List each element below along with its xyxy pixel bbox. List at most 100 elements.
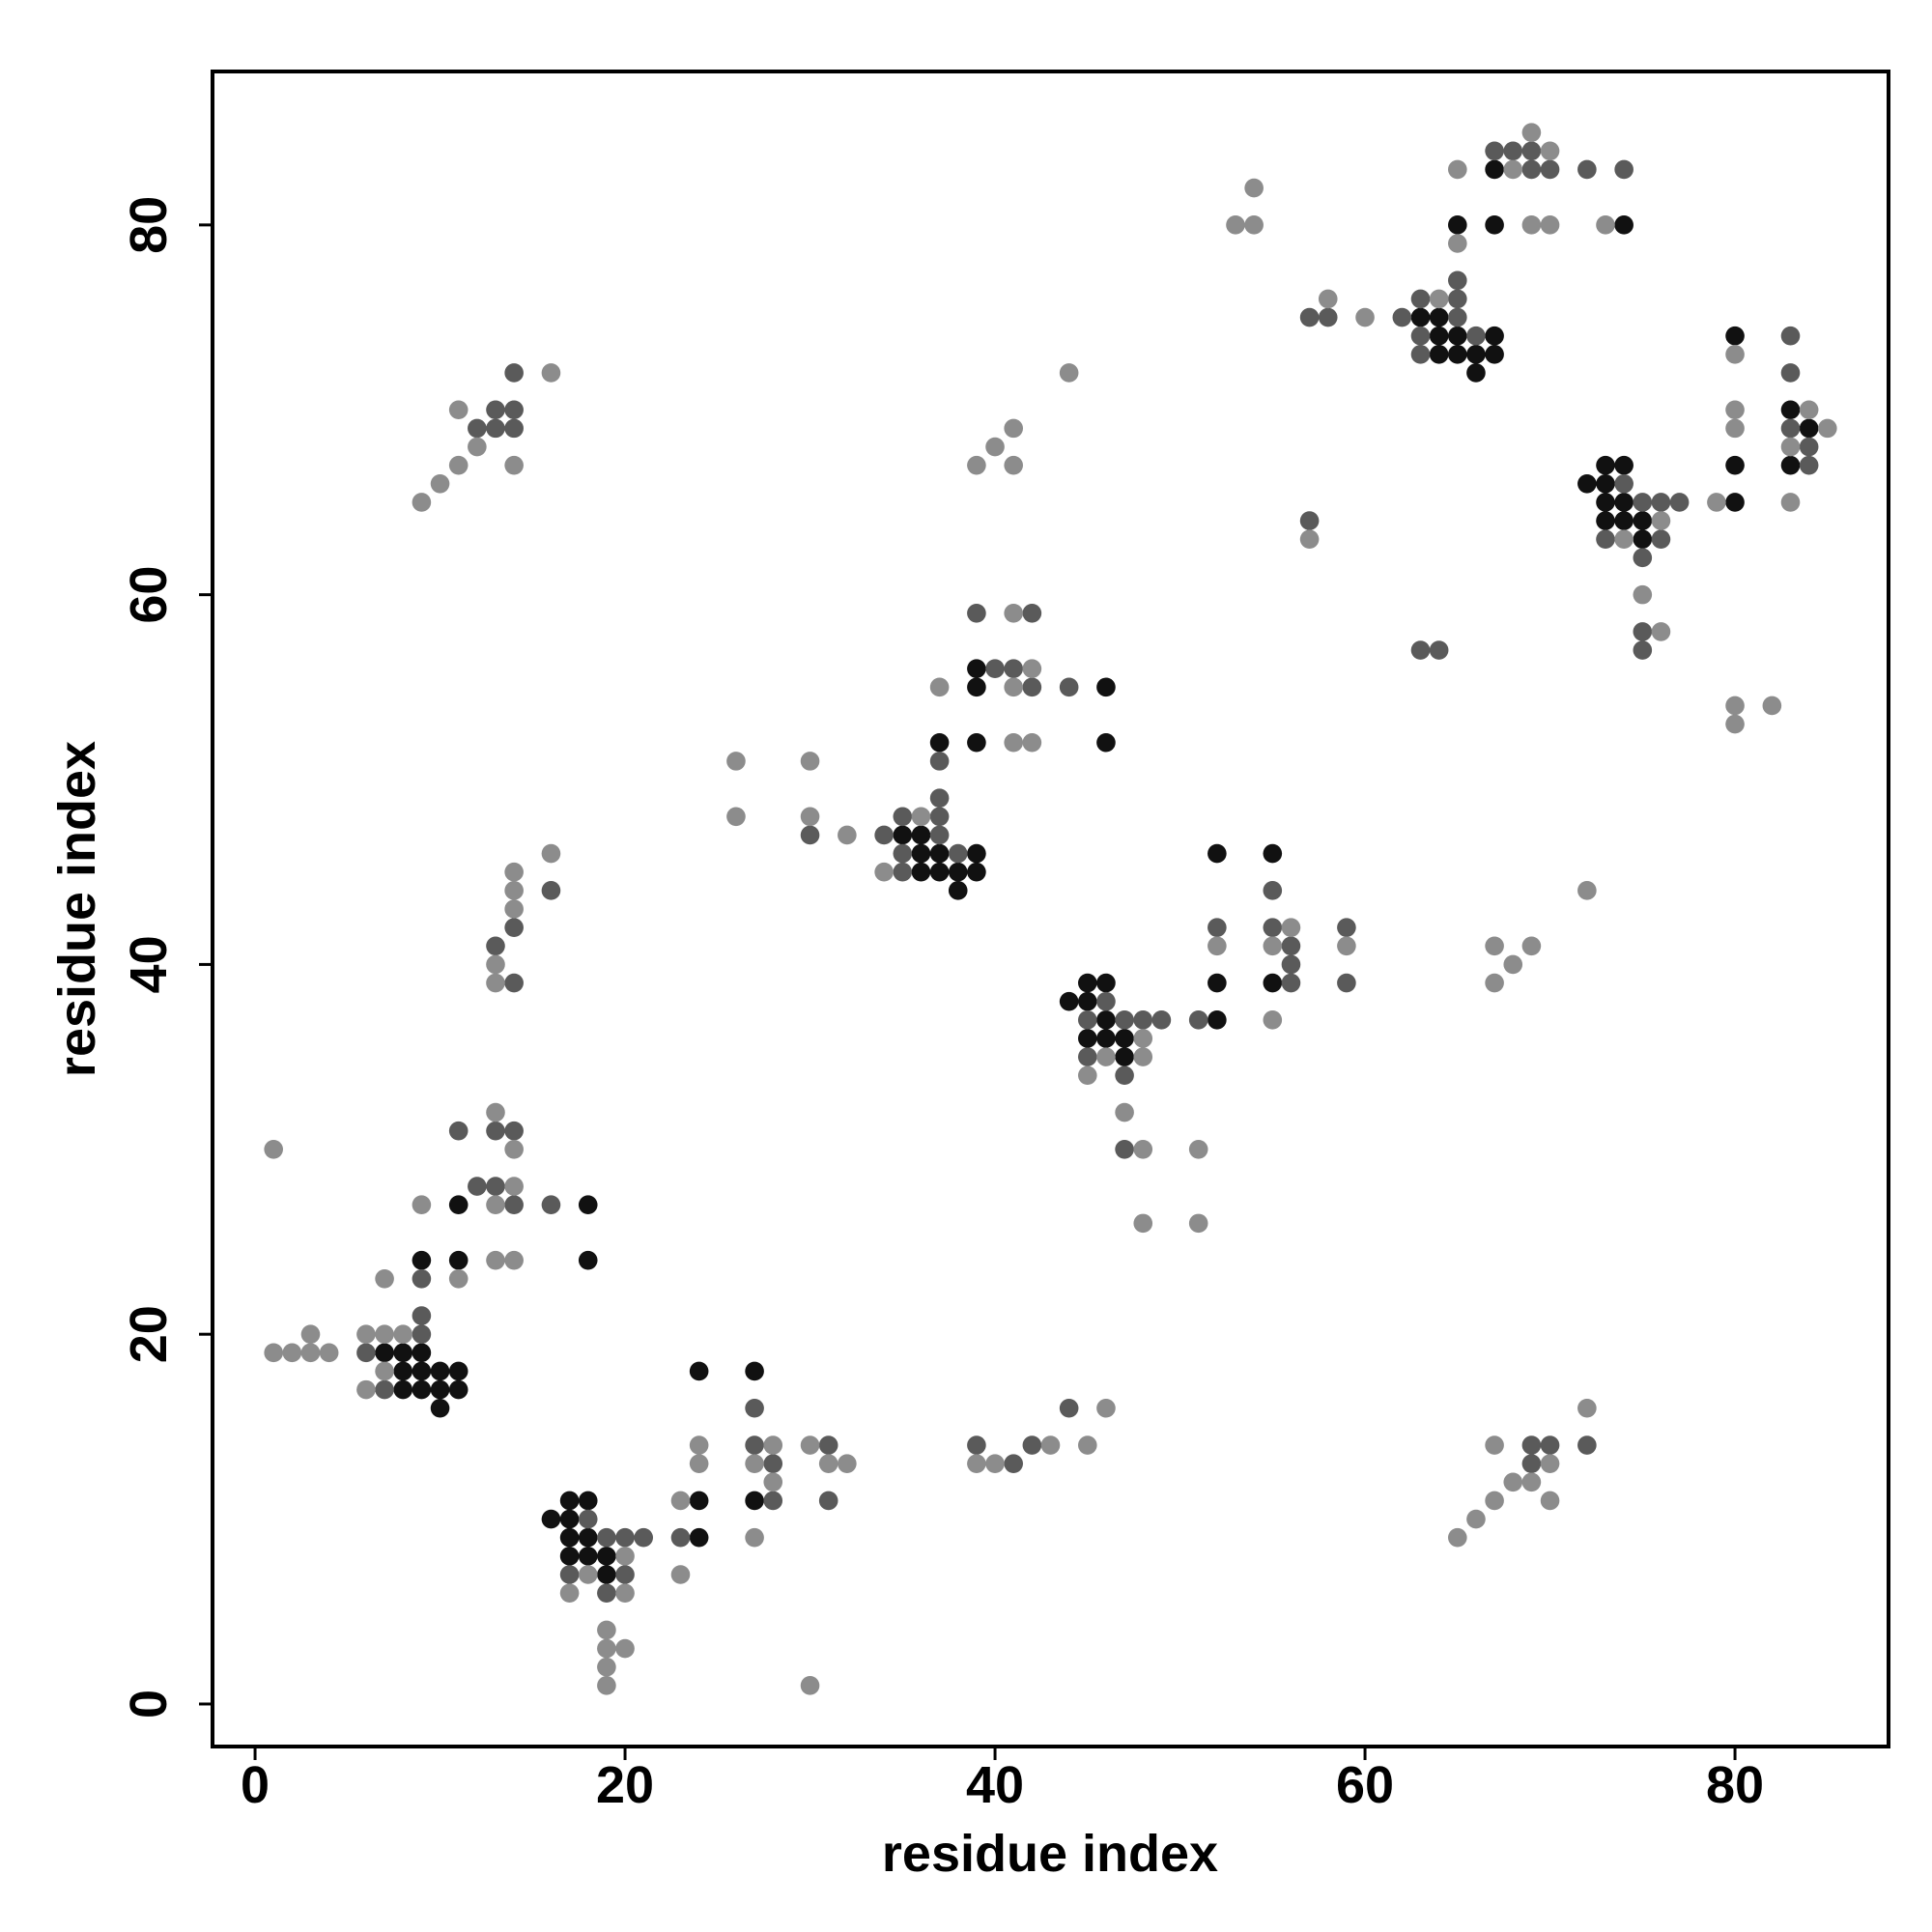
point [412,1195,432,1215]
point [1577,1435,1597,1455]
point [1208,918,1227,937]
point [468,437,487,457]
point [1799,400,1819,420]
point [393,1361,413,1381]
point [1448,270,1467,291]
point [504,400,524,420]
point [578,1565,598,1584]
point [1780,326,1801,346]
point [745,1527,764,1548]
point [689,1435,709,1455]
x-tick-label: 60 [1336,1756,1394,1814]
point [1725,345,1745,364]
point [1577,159,1597,180]
point [689,1361,709,1381]
point [1263,881,1283,900]
point [1614,493,1634,512]
point [1078,1435,1097,1455]
point [504,973,524,993]
point [1022,603,1042,623]
point [1818,418,1837,439]
point [1188,1010,1208,1030]
point [1096,732,1116,753]
point [412,1268,432,1289]
point [393,1379,413,1400]
point [818,1454,838,1473]
point [1651,511,1671,530]
point [1429,289,1449,309]
point [1521,159,1542,180]
point [1133,1213,1153,1234]
point [448,1195,469,1215]
point [1762,696,1782,716]
point [1078,991,1097,1011]
point [1263,936,1283,956]
point [597,1565,616,1584]
point [1059,1398,1079,1418]
point [1281,954,1301,975]
point [559,1509,580,1529]
point [1596,529,1615,550]
point [1188,1140,1208,1159]
point [1004,418,1023,439]
point [1466,326,1486,346]
point [504,1121,524,1141]
point [1614,511,1634,530]
point [504,862,524,882]
point [911,862,931,882]
point [1521,141,1542,161]
point [300,1324,321,1344]
point [412,1379,432,1400]
point [541,1509,561,1529]
point [1596,493,1615,512]
point [430,1398,450,1418]
point [1188,1213,1208,1234]
point [670,1565,691,1584]
point [615,1638,635,1659]
point [1410,289,1431,309]
point [1780,363,1801,383]
point [375,1361,394,1381]
point [1577,474,1597,494]
point [1540,215,1560,235]
point [1633,622,1653,641]
point [745,1435,764,1455]
point [1299,307,1320,327]
point [1485,141,1504,161]
point [1281,918,1301,937]
x-tick-label: 80 [1706,1756,1764,1814]
point [264,1343,283,1363]
point [1485,1491,1504,1511]
point [1799,437,1819,457]
y-tick-label: 60 [120,566,178,624]
point [1096,677,1116,697]
point [1503,141,1523,161]
point [818,1491,838,1511]
point [985,659,1005,678]
point [1429,345,1449,364]
point [319,1343,339,1363]
point [1651,622,1671,641]
point [818,1435,838,1455]
point [1078,973,1097,993]
point [1596,474,1615,494]
point [929,752,950,771]
x-tick-label: 0 [241,1756,270,1814]
point [1281,936,1301,956]
point [1208,936,1227,956]
point [282,1343,302,1363]
point [448,1361,469,1381]
point [1096,1398,1116,1418]
point [893,807,913,827]
point [1096,973,1116,993]
point [1485,215,1504,235]
point [1299,529,1320,550]
point [1725,400,1745,420]
point [1521,936,1542,956]
point [430,1361,450,1381]
point [1614,529,1634,550]
point [929,732,950,753]
point [689,1527,709,1548]
point [375,1268,394,1289]
point [1263,843,1283,864]
